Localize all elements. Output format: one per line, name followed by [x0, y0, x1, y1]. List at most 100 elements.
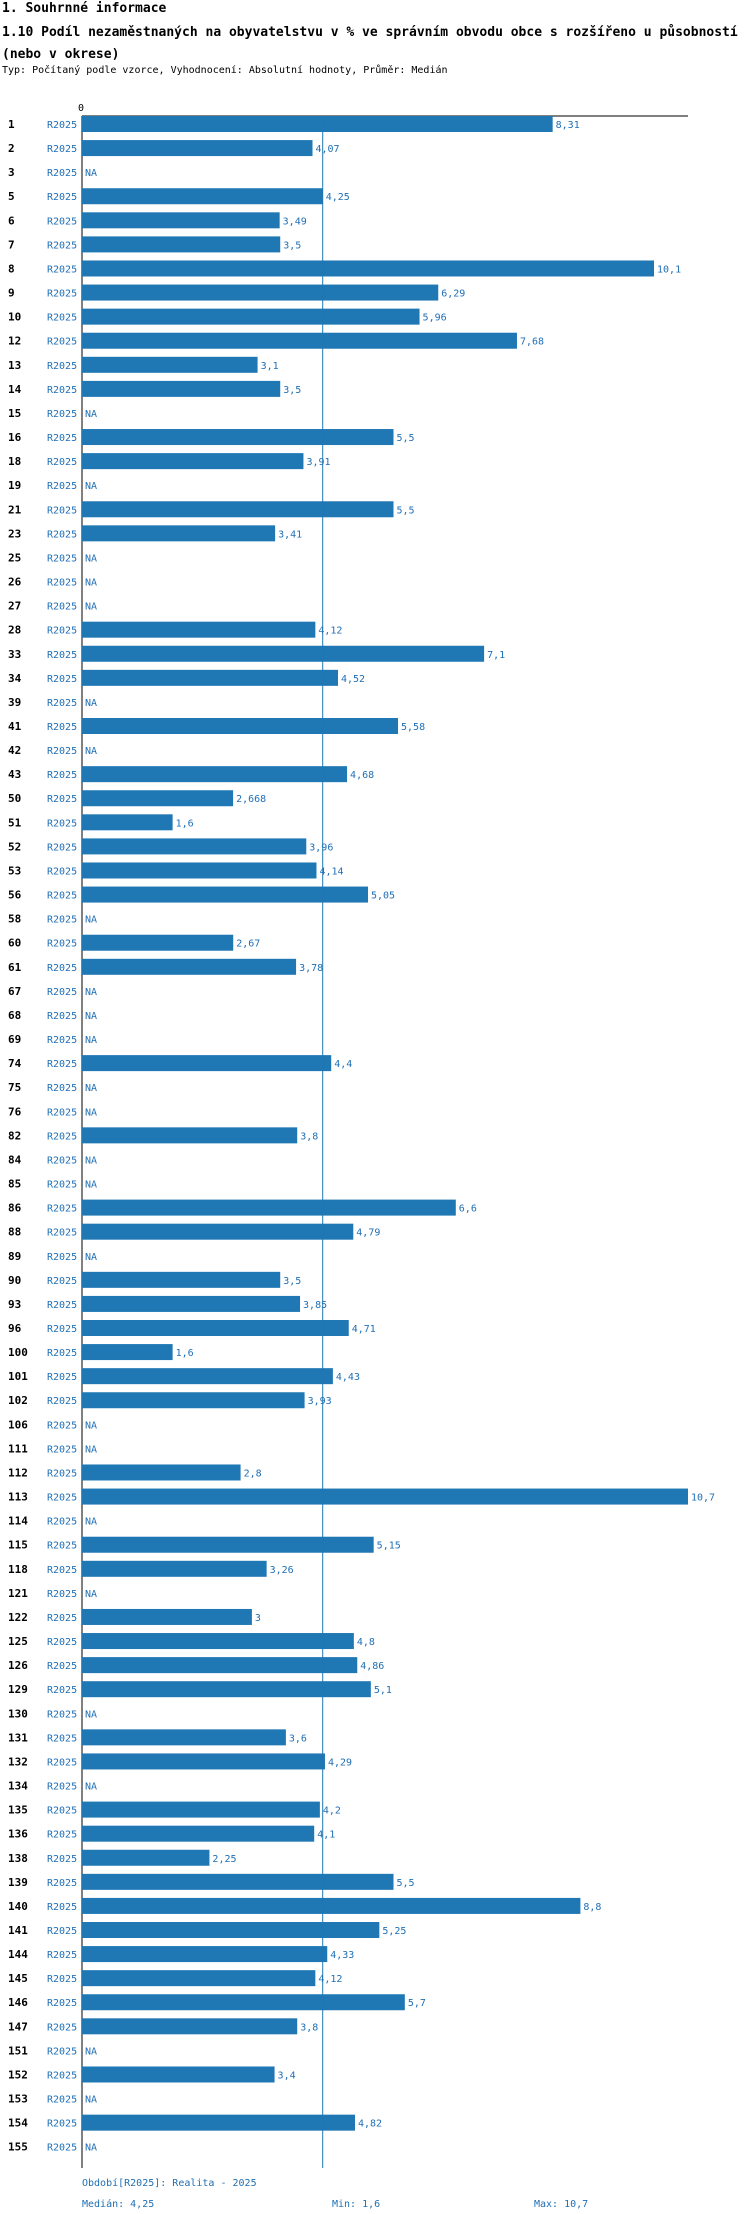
period-label: R2025: [47, 698, 77, 709]
value-label: NA: [85, 1011, 97, 1022]
value-label: 6,29: [441, 289, 465, 300]
bar: [82, 380, 281, 397]
value-label: 3,26: [270, 1565, 294, 1576]
value-label: 5,05: [371, 891, 395, 902]
bar: [82, 1560, 267, 1577]
period-label: R2025: [47, 866, 77, 877]
period-label: R2025: [47, 1252, 77, 1263]
row-label: 53: [8, 864, 21, 877]
chart-subtitle: Typ: Počítaný podle vzorce, Vyhodnocení:…: [2, 65, 448, 76]
bar: [82, 140, 313, 157]
period-label: R2025: [47, 578, 77, 589]
row-label: 82: [8, 1129, 21, 1142]
period-label: R2025: [47, 987, 77, 998]
period-label: R2025: [47, 1974, 77, 1985]
period-label: R2025: [47, 1950, 77, 1961]
bar: [82, 212, 280, 229]
period-label: R2025: [47, 1083, 77, 1094]
value-label: 5,5: [396, 1878, 414, 1889]
row-label: 42: [8, 744, 21, 757]
period-label: R2025: [47, 481, 77, 492]
row-label: 136: [8, 1828, 28, 1841]
period-label: R2025: [47, 1107, 77, 1118]
value-label: 3,1: [261, 361, 279, 372]
row-label: 18: [8, 455, 21, 468]
period-label: R2025: [47, 313, 77, 324]
row-label: 69: [8, 1033, 21, 1046]
row-label: 132: [8, 1755, 28, 1768]
value-label: 3,78: [299, 963, 323, 974]
row-label: 23: [8, 527, 21, 540]
value-label: NA: [85, 578, 97, 589]
value-label: NA: [85, 2143, 97, 2154]
bar: [82, 1801, 320, 1818]
period-label: R2025: [47, 264, 77, 275]
period-label: R2025: [47, 1854, 77, 1865]
period-label: R2025: [47, 529, 77, 540]
value-label: 3,5: [283, 240, 301, 251]
bar: [82, 501, 394, 518]
row-label: 12: [8, 335, 21, 348]
bar: [82, 1392, 305, 1409]
value-label: 3,8: [300, 2022, 318, 2033]
row-label: 151: [8, 2044, 28, 2057]
period-label: R2025: [47, 1757, 77, 1768]
period-label: R2025: [47, 168, 77, 179]
bar: [82, 1608, 252, 1625]
period-label: R2025: [47, 1324, 77, 1335]
value-label: 4,1: [317, 1830, 335, 1841]
value-label: NA: [85, 2046, 97, 2057]
row-label: 144: [8, 1948, 28, 1961]
period-label: R2025: [47, 1035, 77, 1046]
value-label: 4,79: [356, 1228, 380, 1239]
row-label: 126: [8, 1659, 28, 1672]
value-label: 4,2: [323, 1806, 341, 1817]
bar: [82, 1825, 315, 1842]
row-label: 34: [8, 672, 22, 685]
period-label: R2025: [47, 2070, 77, 2081]
bar: [82, 429, 394, 446]
period-label: R2025: [47, 361, 77, 372]
value-label: NA: [85, 915, 97, 926]
bar: [82, 1753, 325, 1770]
period-label: R2025: [47, 1733, 77, 1744]
value-label: NA: [85, 1444, 97, 1455]
bar: [82, 1055, 332, 1072]
bar: [82, 1994, 405, 2011]
row-label: 138: [8, 1852, 28, 1865]
value-label: 6,6: [459, 1204, 477, 1215]
bar: [82, 645, 485, 662]
row-label: 141: [8, 1924, 28, 1937]
bar: [82, 1970, 316, 1987]
row-label: 93: [8, 1298, 21, 1311]
value-label: 5,7: [408, 1998, 426, 2009]
period-label: R2025: [47, 2046, 77, 2057]
bar: [82, 2018, 298, 2035]
bar: [82, 1127, 298, 1144]
period-label: R2025: [47, 650, 77, 661]
value-label: 5,25: [382, 1926, 406, 1937]
axis-zero-label: 0: [78, 103, 84, 114]
row-label: 3: [8, 166, 15, 179]
row-label: 147: [8, 2020, 28, 2033]
row-label: 61: [8, 961, 22, 974]
row-label: 74: [8, 1057, 22, 1070]
period-label: R2025: [47, 1493, 77, 1504]
value-label: 3,96: [309, 842, 333, 853]
period-label: R2025: [47, 120, 77, 131]
row-label: 122: [8, 1611, 28, 1624]
bar: [82, 1897, 581, 1914]
row-label: 89: [8, 1250, 21, 1263]
value-label: 3,93: [308, 1396, 332, 1407]
value-label: 5,15: [377, 1541, 401, 1552]
period-label: R2025: [47, 1902, 77, 1913]
period-label: R2025: [47, 1372, 77, 1383]
value-label: 5,96: [423, 313, 447, 324]
value-label: 7,1: [487, 650, 505, 661]
row-label: 43: [8, 768, 21, 781]
period-label: R2025: [47, 1998, 77, 2009]
period-label: R2025: [47, 1348, 77, 1359]
period-label: R2025: [47, 433, 77, 444]
bar: [82, 1320, 349, 1336]
period-label: R2025: [47, 1131, 77, 1142]
